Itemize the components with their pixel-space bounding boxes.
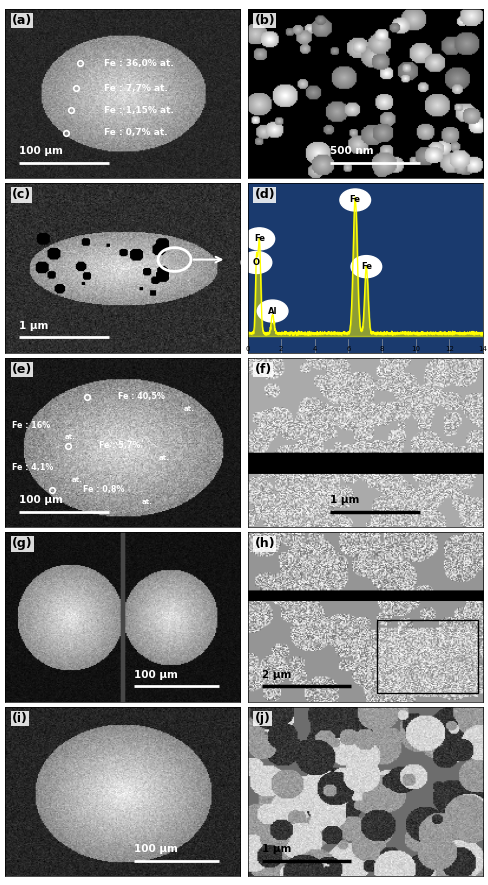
- Text: Fe : 7,7% at.: Fe : 7,7% at.: [104, 84, 168, 93]
- Text: (c): (c): [12, 189, 31, 202]
- Text: 4: 4: [313, 346, 317, 351]
- Text: Pleine échelle 3691 cps  Curseur : 0,000 keV: Pleine échelle 3691 cps Curseur : 0,000 …: [247, 366, 387, 373]
- Text: Fe : 5,7%: Fe : 5,7%: [99, 442, 141, 450]
- Text: (b): (b): [255, 14, 275, 27]
- Text: (j): (j): [255, 712, 270, 725]
- Circle shape: [257, 300, 288, 322]
- Text: (f): (f): [255, 363, 272, 376]
- Text: 8: 8: [380, 346, 385, 351]
- Text: at.: at.: [142, 499, 153, 504]
- Text: 100 μm: 100 μm: [19, 496, 63, 505]
- Text: (g): (g): [12, 537, 33, 550]
- Text: 1 μm: 1 μm: [262, 844, 291, 854]
- Circle shape: [241, 251, 272, 273]
- Text: (h): (h): [255, 537, 275, 550]
- Text: (a): (a): [12, 14, 32, 27]
- Text: Fe : 0,7% at.: Fe : 0,7% at.: [104, 128, 167, 137]
- Text: Fe : 16%: Fe : 16%: [12, 421, 50, 430]
- Text: at.: at.: [159, 455, 169, 461]
- Text: 12: 12: [445, 346, 454, 351]
- Text: 500 nm: 500 nm: [330, 146, 374, 157]
- Text: 14: 14: [479, 346, 488, 351]
- Text: 0: 0: [245, 346, 250, 351]
- Text: 1 μm: 1 μm: [330, 496, 359, 505]
- Text: (d): (d): [255, 189, 275, 202]
- Text: at.: at.: [71, 477, 82, 482]
- Text: Fe: Fe: [254, 235, 265, 243]
- Text: Fe : 1,15% at.: Fe : 1,15% at.: [104, 106, 174, 115]
- Text: 100 μm: 100 μm: [135, 670, 178, 680]
- Text: at.: at.: [184, 405, 195, 412]
- Text: (i): (i): [12, 712, 28, 725]
- Text: 100 μm: 100 μm: [135, 844, 178, 854]
- Text: at.: at.: [65, 435, 76, 441]
- Text: Al: Al: [268, 306, 277, 316]
- Text: Fe : 0,8%: Fe : 0,8%: [82, 486, 124, 495]
- Text: 2: 2: [279, 346, 284, 351]
- Text: (e): (e): [12, 363, 32, 376]
- Text: O: O: [253, 258, 260, 267]
- Text: Fe : 36,0% at.: Fe : 36,0% at.: [104, 58, 174, 67]
- Circle shape: [351, 256, 382, 278]
- Text: 1 μm: 1 μm: [19, 320, 48, 331]
- Text: Fe: Fe: [350, 196, 361, 204]
- Text: 2 μm: 2 μm: [262, 670, 291, 680]
- Text: 6: 6: [346, 346, 351, 351]
- Text: Fe : 4,1%: Fe : 4,1%: [12, 464, 53, 473]
- Text: 10: 10: [411, 346, 420, 351]
- Text: 100 μm: 100 μm: [19, 146, 63, 157]
- Circle shape: [244, 227, 275, 250]
- Bar: [377, 620, 478, 693]
- Circle shape: [340, 189, 370, 211]
- Text: Fe : 40,5%: Fe : 40,5%: [118, 392, 165, 401]
- Text: Fe: Fe: [361, 262, 372, 271]
